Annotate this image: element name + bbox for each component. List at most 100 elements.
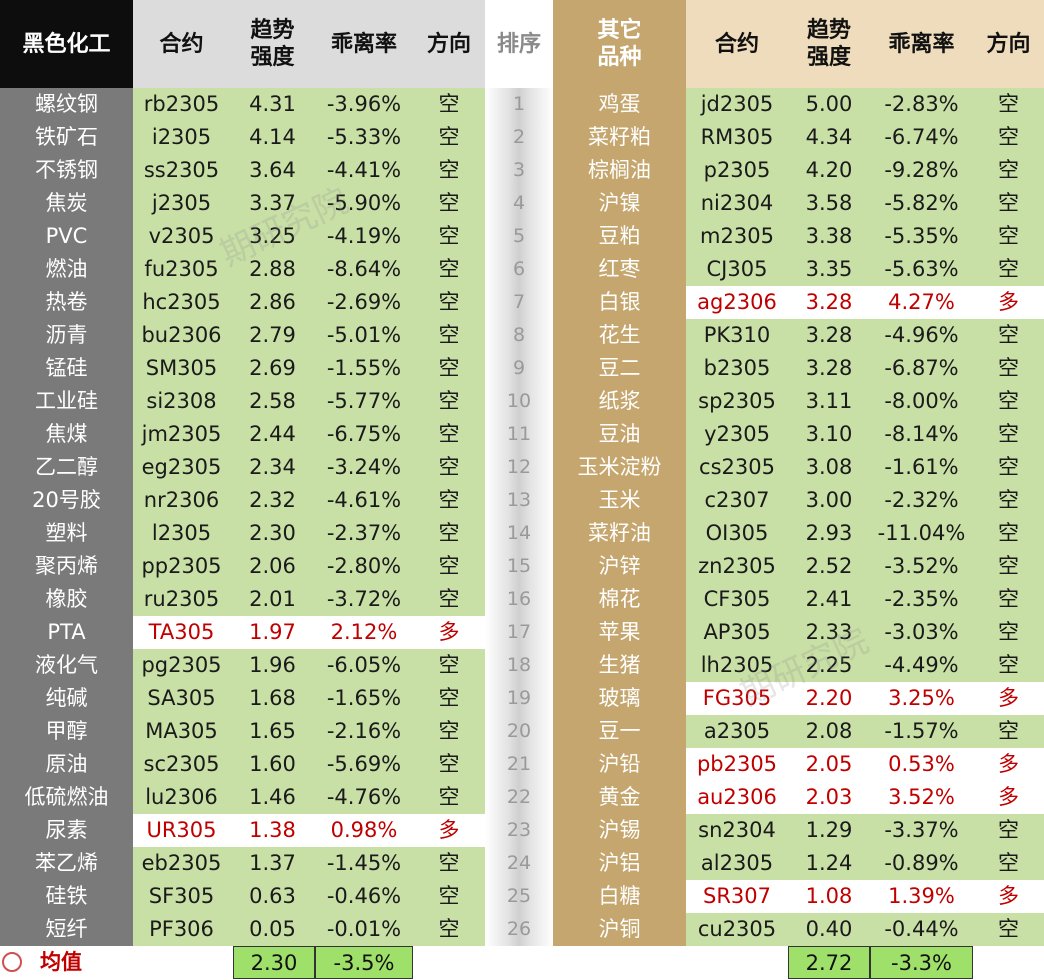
right-deviation: 4.27% bbox=[870, 286, 973, 319]
left-trend-strength: 2.01 bbox=[230, 583, 315, 616]
rank-number: 6 bbox=[512, 258, 526, 280]
table-row: 焦煤 jm2305 2.44 -6.75% 空 11 豆油 y2305 3.10 -8.14% 空 bbox=[0, 418, 1044, 451]
left-trend-strength: 1.97 bbox=[230, 616, 315, 649]
right-direction: 多 bbox=[973, 748, 1044, 781]
right-trend-strength: 3.38 bbox=[788, 220, 870, 253]
right-contract: CJ305 bbox=[686, 253, 788, 286]
rank-number: 21 bbox=[506, 753, 532, 775]
left-direction: 空 bbox=[413, 385, 485, 418]
rank-number: 11 bbox=[506, 423, 532, 445]
right-commodity-name: 苹果 bbox=[598, 620, 641, 644]
left-contract: rb2305 bbox=[133, 88, 230, 121]
right-contract: c2307 bbox=[686, 484, 788, 517]
right-direction: 空 bbox=[973, 187, 1044, 220]
left-direction: 空 bbox=[413, 352, 485, 385]
right-direction: 空 bbox=[973, 649, 1044, 682]
right-direction: 空 bbox=[973, 451, 1044, 484]
left-direction: 空 bbox=[413, 154, 485, 187]
right-deviation: 3.52% bbox=[870, 781, 973, 814]
header-text: 黑色化工 bbox=[22, 31, 111, 57]
table-row: 甲醇 MA305 1.65 -2.16% 空 20 豆一 a2305 2.08 -1.57% 空 bbox=[0, 715, 1044, 748]
right-contract: SR307 bbox=[686, 880, 788, 913]
right-trend-strength: 3.11 bbox=[788, 385, 870, 418]
right-commodity-name: 沪锡 bbox=[598, 818, 641, 842]
left-direction: 空 bbox=[413, 517, 485, 550]
left-trend-strength: 1.65 bbox=[230, 715, 315, 748]
header-text: 其它 品种 bbox=[597, 18, 642, 70]
right-commodity-name: 沪铜 bbox=[598, 917, 641, 941]
right-trend-strength: 1.24 bbox=[788, 847, 870, 880]
header-text: 方向 bbox=[426, 31, 471, 57]
left-direction: 多 bbox=[413, 616, 485, 649]
left-deviation: -3.96% bbox=[315, 88, 413, 121]
right-direction: 空 bbox=[973, 121, 1044, 154]
right-commodity-name: 白银 bbox=[598, 290, 641, 314]
right-direction: 空 bbox=[973, 715, 1044, 748]
table-row: 铁矿石 i2305 4.14 -5.33% 空 2 菜籽粕 RM305 4.34 -6.74% 空 bbox=[0, 121, 1044, 154]
right-contract: au2306 bbox=[686, 781, 788, 814]
table-row: 橡胶 ru2305 2.01 -3.72% 空 16 棉花 CF305 2.41 -2.35% 空 bbox=[0, 583, 1044, 616]
right-trend-strength: 2.93 bbox=[788, 517, 870, 550]
left-contract: PF306 bbox=[133, 913, 230, 946]
table-row: 尿素 UR305 1.38 0.98% 多 23 沪锡 sn2304 1.29 -3.37% 空 bbox=[0, 814, 1044, 847]
left-commodity-name: 硅铁 bbox=[45, 884, 88, 908]
right-deviation: 1.39% bbox=[870, 880, 973, 913]
left-commodity-name: 苯乙烯 bbox=[35, 851, 98, 875]
left-deviation: -1.45% bbox=[315, 847, 413, 880]
left-commodity-name: 工业硅 bbox=[35, 389, 98, 413]
right-direction: 空 bbox=[973, 913, 1044, 946]
right-commodity-name: 豆粕 bbox=[598, 224, 641, 248]
left-contract: nr2306 bbox=[133, 484, 230, 517]
right-contract: zn2305 bbox=[686, 550, 788, 583]
left-trend-strength: 2.69 bbox=[230, 352, 315, 385]
left-trend-strength: 1.38 bbox=[230, 814, 315, 847]
table-row: 硅铁 SF305 0.63 -0.46% 空 25 白糖 SR307 1.08 1.39% 多 bbox=[0, 880, 1044, 913]
right-direction: 空 bbox=[973, 319, 1044, 352]
left-commodity-name: 乙二醇 bbox=[35, 455, 98, 479]
right-deviation: -2.32% bbox=[870, 484, 973, 517]
left-deviation: -3.24% bbox=[315, 451, 413, 484]
right-deviation: -11.04% bbox=[870, 517, 973, 550]
left-deviation: -5.01% bbox=[315, 319, 413, 352]
rank-number: 17 bbox=[506, 621, 532, 643]
left-commodity-name: 尿素 bbox=[45, 818, 88, 842]
left-commodity-name: 螺纹钢 bbox=[35, 92, 98, 116]
right-commodity-name: 纸浆 bbox=[598, 389, 641, 413]
right-deviation: -4.96% bbox=[870, 319, 973, 352]
table-row: 锰硅 SM305 2.69 -1.55% 空 9 豆二 b2305 3.28 -6.87% 空 bbox=[0, 352, 1044, 385]
left-deviation: -6.05% bbox=[315, 649, 413, 682]
left-name-column bbox=[0, 88, 133, 946]
left-deviation: -1.55% bbox=[315, 352, 413, 385]
right-deviation: -3.52% bbox=[870, 550, 973, 583]
left-commodity-name: 沥青 bbox=[45, 323, 88, 347]
right-trend-strength: 2.52 bbox=[788, 550, 870, 583]
left-trend-strength: 3.25 bbox=[230, 220, 315, 253]
header-left-category: 黑色化工 bbox=[0, 0, 133, 88]
right-contract: RM305 bbox=[686, 121, 788, 154]
right-contract: ni2304 bbox=[686, 187, 788, 220]
header-left-contract: 合约 bbox=[133, 0, 230, 88]
left-commodity-name: 20号胶 bbox=[32, 488, 101, 512]
header-text: 方向 bbox=[986, 31, 1031, 57]
table-row: 聚丙烯 pp2305 2.06 -2.80% 空 15 沪锌 zn2305 2.52 -3.52%… bbox=[0, 550, 1044, 583]
right-deviation: -0.44% bbox=[870, 913, 973, 946]
left-contract: ss2305 bbox=[133, 154, 230, 187]
left-direction: 多 bbox=[413, 814, 485, 847]
right-deviation: 0.53% bbox=[870, 748, 973, 781]
left-direction: 空 bbox=[413, 649, 485, 682]
header-left-deviation: 乖离率 bbox=[315, 0, 413, 88]
left-direction: 空 bbox=[413, 220, 485, 253]
left-contract: hc2305 bbox=[133, 286, 230, 319]
right-direction: 多 bbox=[973, 880, 1044, 913]
left-direction: 空 bbox=[413, 781, 485, 814]
right-trend-strength: 4.20 bbox=[788, 154, 870, 187]
right-trend-strength: 2.41 bbox=[788, 583, 870, 616]
right-direction: 空 bbox=[973, 154, 1044, 187]
rank-number: 23 bbox=[506, 819, 532, 841]
header-right-category: 其它 品种 bbox=[553, 0, 686, 88]
right-direction: 空 bbox=[973, 616, 1044, 649]
right-deviation: -6.87% bbox=[870, 352, 973, 385]
header-text: 合约 bbox=[159, 31, 204, 57]
left-contract: SA305 bbox=[133, 682, 230, 715]
table-row: 不锈钢 ss2305 3.64 -4.41% 空 3 棕榈油 p2305 4.20 -9.28% 空 bbox=[0, 154, 1044, 187]
